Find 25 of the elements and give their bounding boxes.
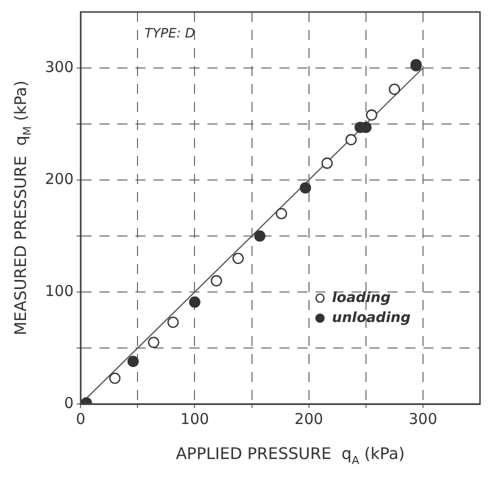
legend-label: loading xyxy=(332,290,391,306)
point xyxy=(232,252,244,264)
x-tick-label: 300 xyxy=(408,410,438,428)
point xyxy=(109,372,121,384)
point xyxy=(189,296,200,308)
point xyxy=(300,182,312,194)
x-tick-label: 100 xyxy=(180,410,210,428)
point xyxy=(276,208,288,220)
point xyxy=(345,134,357,146)
point xyxy=(167,316,179,328)
legend-label: unloading xyxy=(332,310,411,326)
point xyxy=(210,275,222,286)
x-tick-label: 200 xyxy=(294,410,324,428)
y-tick-label: 0 xyxy=(64,394,74,412)
point xyxy=(127,356,139,368)
y-axis-title: MEASURED PRESSURE qM (kPa) xyxy=(11,80,34,336)
x-tick-label: 0 xyxy=(76,410,86,428)
point xyxy=(148,336,160,348)
point xyxy=(321,158,333,169)
point xyxy=(388,84,400,95)
y-tick-label: 100 xyxy=(44,282,74,300)
y-tick-label: 300 xyxy=(44,58,74,76)
y-tick-label: 200 xyxy=(44,170,74,188)
point xyxy=(366,109,378,121)
point xyxy=(254,230,266,242)
